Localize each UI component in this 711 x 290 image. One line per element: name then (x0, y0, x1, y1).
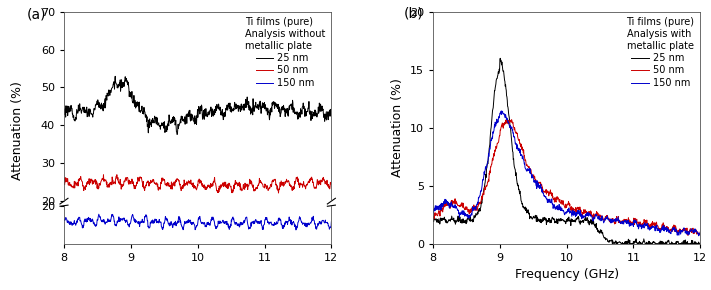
50 nm (632, 219, 641, 222)
50 nm (584, 212, 593, 215)
150 nm (429, 213, 437, 216)
50 nm (230, 182, 239, 186)
50 nm (112, 173, 121, 176)
Text: (a): (a) (26, 8, 46, 22)
25 nm (263, 113, 272, 117)
150 nm (695, 234, 703, 238)
150 nm (497, 109, 506, 113)
25 nm (496, 57, 505, 60)
50 nm (76, 176, 85, 180)
50 nm (274, 191, 283, 195)
25 nm (660, 242, 668, 245)
50 nm (215, 187, 224, 191)
50 nm (696, 230, 705, 233)
25 nm (231, 104, 240, 108)
50 nm (263, 184, 272, 187)
50 nm (291, 182, 299, 186)
25 nm (173, 133, 181, 136)
150 nm (215, 212, 224, 215)
150 nm (327, 211, 336, 214)
25 nm (696, 241, 705, 245)
150 nm (230, 211, 239, 215)
50 nm (445, 202, 454, 205)
Line: 50 nm: 50 nm (433, 119, 700, 235)
25 nm (445, 219, 454, 222)
Text: Attenuation (%): Attenuation (%) (11, 81, 24, 180)
50 nm (223, 185, 231, 189)
X-axis label: Frequency (GHz): Frequency (GHz) (515, 268, 619, 281)
Line: 150 nm: 150 nm (64, 207, 331, 218)
150 nm (292, 216, 300, 220)
50 nm (508, 118, 516, 121)
50 nm (599, 218, 608, 222)
25 nm (60, 107, 68, 111)
Legend: 25 nm, 50 nm, 150 nm: 25 nm, 50 nm, 150 nm (623, 14, 698, 92)
150 nm (592, 214, 600, 217)
150 nm (632, 222, 641, 225)
50 nm (695, 234, 703, 237)
25 nm (632, 241, 641, 244)
150 nm (76, 210, 85, 213)
50 nm (592, 213, 600, 217)
150 nm (445, 206, 454, 210)
150 nm (290, 214, 299, 218)
Line: 25 nm: 25 nm (64, 76, 331, 135)
50 nm (327, 183, 336, 186)
Y-axis label: Attenuation (%): Attenuation (%) (391, 78, 405, 177)
25 nm (609, 242, 618, 245)
150 nm (223, 210, 231, 214)
150 nm (95, 205, 103, 209)
150 nm (599, 221, 608, 225)
25 nm (584, 219, 593, 222)
25 nm (592, 223, 600, 226)
150 nm (696, 231, 705, 234)
50 nm (659, 224, 668, 227)
150 nm (659, 229, 668, 232)
25 nm (215, 108, 224, 112)
25 nm (291, 112, 299, 115)
150 nm (60, 210, 68, 213)
25 nm (76, 106, 85, 110)
Text: (b): (b) (404, 7, 423, 21)
25 nm (223, 103, 231, 107)
50 nm (60, 183, 68, 186)
Legend: 25 nm, 50 nm, 150 nm: 25 nm, 50 nm, 150 nm (241, 14, 329, 92)
50 nm (429, 215, 437, 219)
Line: 50 nm: 50 nm (64, 175, 331, 193)
150 nm (263, 209, 272, 212)
25 nm (429, 217, 437, 220)
Line: 25 nm: 25 nm (433, 58, 700, 244)
25 nm (327, 110, 336, 113)
25 nm (599, 235, 608, 238)
150 nm (584, 214, 593, 218)
25 nm (111, 75, 119, 78)
Line: 150 nm: 150 nm (433, 111, 700, 236)
